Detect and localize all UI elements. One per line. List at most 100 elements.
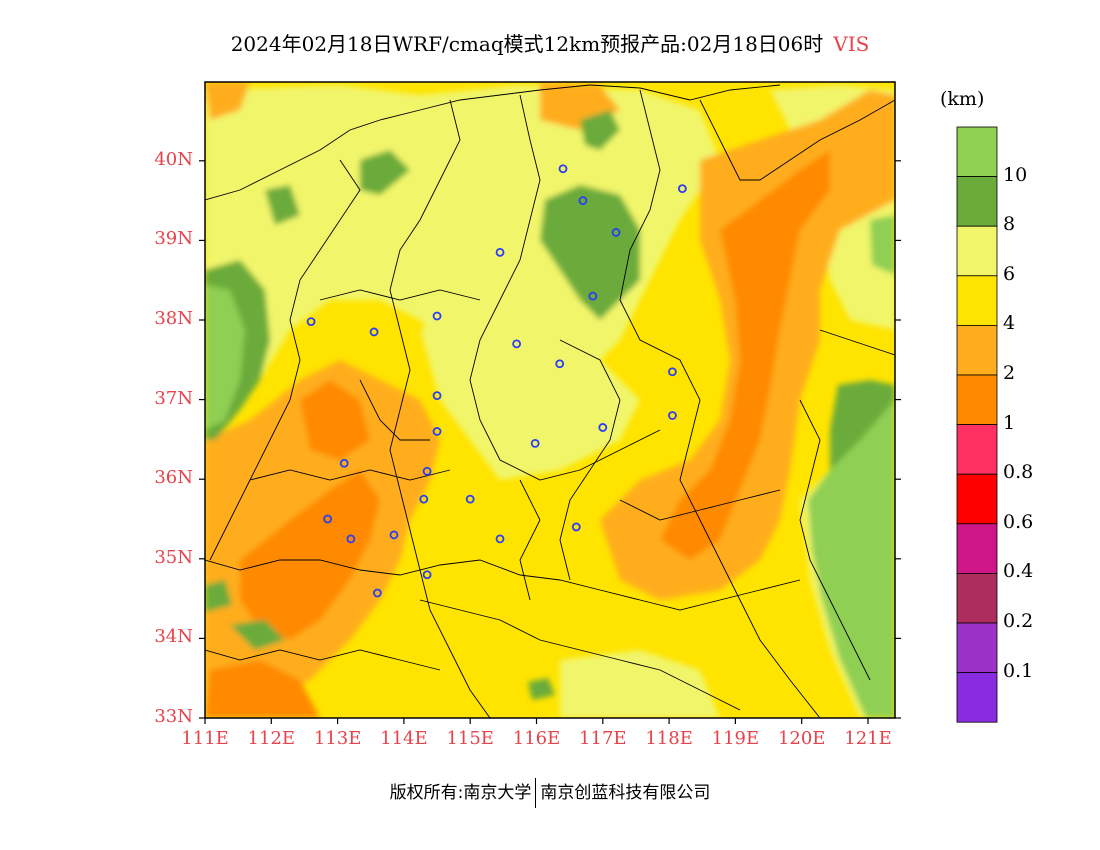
lat-tick-label: 36N [154, 467, 193, 489]
colorbar-swatch [956, 672, 998, 723]
station-marker [555, 359, 565, 369]
station-marker [372, 588, 382, 598]
station-marker [571, 522, 581, 532]
colorbar-swatch [956, 324, 998, 376]
colorbar-swatch [956, 523, 998, 574]
station-marker [578, 196, 588, 206]
vis-zone-10-plus [870, 215, 895, 275]
colorbar-swatch [956, 374, 998, 425]
station-marker [668, 367, 677, 377]
vis-zone-8-10 [540, 185, 640, 320]
lon-tick-label: 116E [512, 728, 561, 749]
lon-tick-label: 115E [446, 728, 494, 749]
colorbar-tick-label: 4 [1003, 312, 1016, 335]
colorbar-tick-label: 0.4 [1003, 560, 1034, 583]
lat-tick-label: 33N [154, 706, 193, 727]
lon-tick-label: 114E [380, 728, 428, 749]
title-main: 2024年02月18日WRF/cmaq模式12km预报产品:02月18日06时 [230, 32, 824, 56]
station-marker [369, 327, 379, 337]
station-marker [465, 494, 475, 504]
station-marker [588, 291, 598, 301]
station-marker [598, 423, 608, 432]
colorbar-swatch [956, 275, 998, 326]
colorbar-swatch [956, 176, 998, 227]
vis-zone-8-10 [265, 185, 300, 225]
visibility-field [205, 82, 895, 718]
colorbar-swatch [956, 573, 998, 624]
station-marker [339, 458, 349, 468]
colorbar [956, 126, 998, 723]
vis-zone-6-8 [205, 85, 720, 430]
station-marker [677, 184, 687, 194]
chart-title: 2024年02月18日WRF/cmaq模式12km预报产品:02月18日06时 V… [0, 28, 1100, 57]
station-marker [419, 494, 429, 504]
lon-tick-label: 120E [777, 728, 826, 749]
station-marker [422, 466, 432, 476]
lon-tick-label: 113E [313, 728, 362, 749]
colorbar-tick-label: 1 [1003, 411, 1016, 434]
vis-zone-1-2 [660, 150, 830, 560]
station-marker [432, 311, 442, 321]
axis-ticks [199, 160, 901, 724]
station-marker [611, 228, 621, 237]
station-marker [495, 534, 505, 544]
station-marker [668, 411, 677, 420]
colorbar-swatch [956, 126, 998, 177]
vis-zone-10-plus [205, 285, 245, 430]
colorbar-tick-label: 8 [1003, 213, 1016, 236]
colorbar-swatch [956, 622, 998, 673]
colorbar-tick-label: 6 [1003, 262, 1016, 285]
lat-tick-label: 34N [154, 626, 193, 648]
lon-tick-label: 119E [711, 728, 760, 749]
colorbar-tick-label: 2 [1003, 362, 1016, 384]
station-marker [512, 339, 522, 349]
station-marker [422, 570, 432, 580]
colorbar-tick-label: 0.2 [1003, 610, 1034, 632]
colorbar-swatch [956, 424, 998, 475]
station-markers [306, 164, 687, 598]
lat-tick-label: 40N [154, 148, 193, 170]
station-marker [389, 530, 399, 540]
colorbar-swatch [956, 473, 998, 525]
copyright-line: 版权所有:南京大学 南京创蓝科技有限公司 [0, 778, 1100, 808]
vis-zone-8-10 [580, 110, 620, 150]
lon-tick-label: 121E [844, 728, 892, 749]
station-marker [323, 514, 333, 524]
vis-zone-8-10 [205, 580, 232, 612]
vis-zone-6-8 [560, 650, 720, 718]
station-marker [530, 438, 540, 448]
lon-tick-label: 112E [247, 728, 296, 749]
lat-tick-label: 38N [154, 308, 193, 329]
colorbar-tick-label: 0.6 [1003, 510, 1034, 533]
vis-zone-1-2 [240, 470, 380, 640]
lat-tick-label: 39N [154, 228, 193, 250]
station-marker [432, 391, 442, 401]
colorbar-unit: (km) [940, 88, 985, 110]
admin-boundaries [205, 84, 895, 718]
lat-tick-label: 37N [154, 387, 193, 409]
station-marker [495, 247, 505, 257]
vis-zone-1-2 [205, 82, 250, 120]
lon-tick-label: 118E [645, 728, 693, 749]
vis-zone-8-10 [230, 620, 285, 650]
copyright-separator [535, 778, 537, 808]
station-marker [432, 427, 442, 436]
lon-tick-label: 117E [579, 728, 627, 749]
title-variable: VIS [833, 32, 870, 56]
colorbar-tick-label: 0.8 [1003, 461, 1034, 484]
copyright-owner: 版权所有:南京大学 [389, 783, 532, 803]
colorbar-tick-label: 0.1 [1003, 659, 1034, 682]
colorbar-swatch [956, 225, 998, 277]
vis-zone-8-10 [360, 150, 410, 195]
lon-tick-label: 111E [181, 728, 229, 749]
colorbar-tick-label: 10 [1003, 163, 1028, 186]
vis-zone-1-2 [205, 660, 320, 718]
station-marker [558, 164, 568, 174]
lat-tick-label: 35N [154, 546, 193, 568]
vis-zone-8-10 [528, 678, 555, 700]
station-marker [306, 317, 316, 326]
copyright-partner: 南京创蓝科技有限公司 [540, 783, 711, 803]
vis-zone-1-2 [300, 380, 370, 460]
vis-zone-10-plus [808, 400, 895, 718]
